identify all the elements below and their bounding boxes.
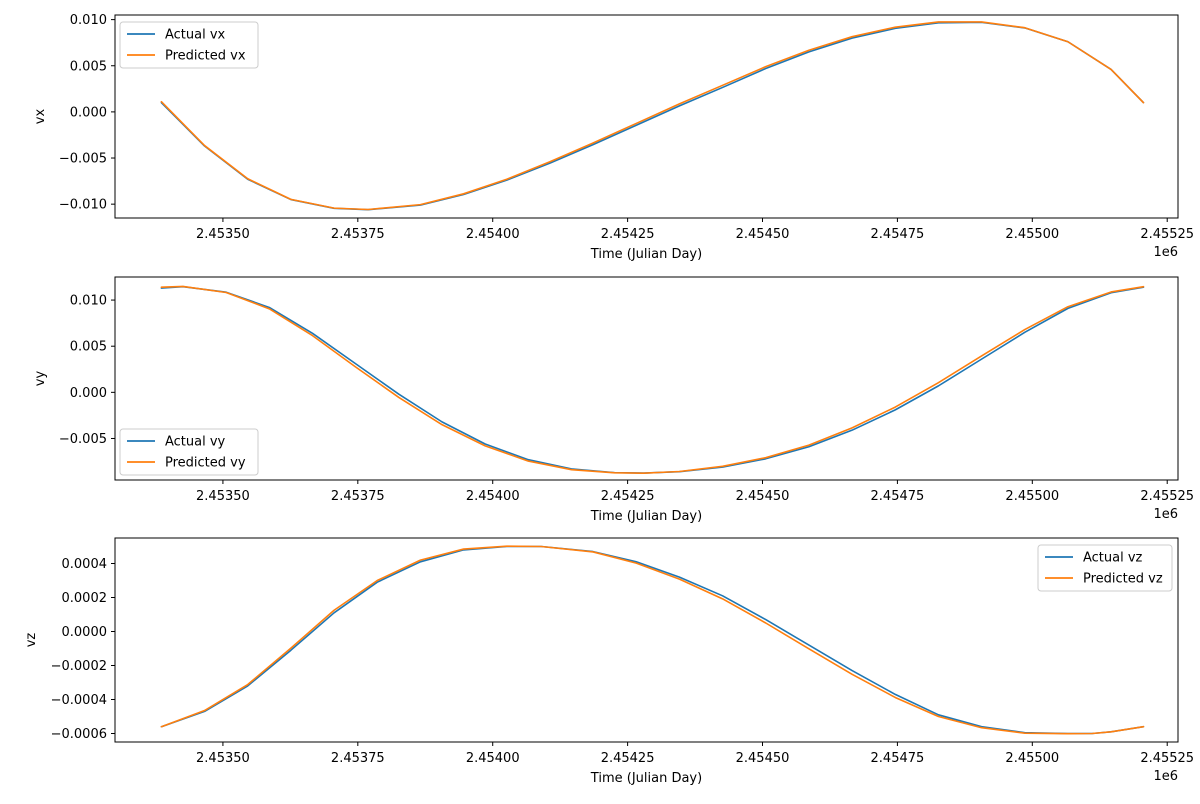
x-offset-label: 1e6 bbox=[1153, 769, 1178, 784]
x-tick-label: 2.45475 bbox=[871, 489, 925, 504]
y-tick-label: −0.0006 bbox=[51, 727, 107, 742]
x-tick-label: 2.45350 bbox=[196, 227, 250, 242]
axes-frame bbox=[114, 14, 1179, 219]
y-tick-label: 0.0002 bbox=[62, 591, 108, 606]
x-tick-label: 2.45450 bbox=[736, 751, 790, 766]
series-line-predicted-vx bbox=[160, 21, 1145, 211]
x-tick-label: 2.45525 bbox=[1140, 751, 1194, 766]
x-tick-label: 2.45525 bbox=[1140, 227, 1194, 242]
x-tick-label: 2.45425 bbox=[601, 227, 655, 242]
x-tick-label: 2.45500 bbox=[1005, 227, 1059, 242]
x-tick-label: 2.45425 bbox=[601, 751, 655, 766]
legend: Actual vz Predicted vz bbox=[1037, 544, 1173, 592]
legend-label: Actual vy bbox=[165, 435, 226, 450]
axes-frame bbox=[114, 276, 1179, 481]
series-line-predicted-vz bbox=[160, 545, 1145, 735]
subplot-vy: 2.45350 2.45375 2.45400 2.45425 2.45450 2.454… bbox=[33, 276, 1194, 524]
y-tick-label: −0.010 bbox=[59, 198, 107, 213]
y-tick-label: 0.000 bbox=[70, 105, 107, 120]
legend-label: Predicted vy bbox=[165, 456, 246, 471]
y-tick-label: 0.005 bbox=[70, 59, 107, 74]
legend-label: Actual vx bbox=[165, 28, 226, 43]
x-axis-label: Time (Julian Day) bbox=[590, 247, 702, 262]
x-tick-label: 2.45400 bbox=[466, 489, 520, 504]
x-axis-label: Time (Julian Day) bbox=[590, 509, 702, 524]
y-tick-label: 0.0004 bbox=[62, 557, 108, 572]
y-tick-label: 0.010 bbox=[70, 13, 107, 28]
x-tick-label: 2.45475 bbox=[871, 751, 925, 766]
x-tick-label: 2.45375 bbox=[331, 751, 385, 766]
x-tick-label: 2.45525 bbox=[1140, 489, 1194, 504]
legend-label: Predicted vz bbox=[1083, 572, 1163, 587]
x-axis-label: Time (Julian Day) bbox=[590, 771, 702, 786]
y-tick-label: 0.000 bbox=[70, 386, 107, 401]
axes-frame bbox=[114, 537, 1179, 743]
x-tick-label: 2.45400 bbox=[466, 751, 520, 766]
x-offset-label: 1e6 bbox=[1153, 507, 1178, 522]
x-tick-label: 2.45375 bbox=[331, 489, 385, 504]
legend: Actual vy Predicted vy bbox=[119, 428, 259, 476]
y-axis-label: vz bbox=[24, 633, 39, 648]
x-tick-label: 2.45475 bbox=[871, 227, 925, 242]
x-tick-label: 2.45450 bbox=[736, 489, 790, 504]
x-tick-label: 2.45350 bbox=[196, 489, 250, 504]
series-line-predicted-vy bbox=[160, 285, 1145, 474]
subplot-vz: 2.45350 2.45375 2.45400 2.45425 2.45450 2.454… bbox=[24, 537, 1194, 786]
x-tick-label: 2.45400 bbox=[466, 227, 520, 242]
y-tick-label: 0.0000 bbox=[62, 625, 108, 640]
y-tick-label: −0.005 bbox=[59, 432, 107, 447]
x-tick-label: 2.45500 bbox=[1005, 489, 1059, 504]
y-axis-label: vx bbox=[33, 109, 48, 125]
subplot-vx: 2.45350 2.45375 2.45400 2.45425 2.45450 2.454… bbox=[33, 13, 1194, 262]
legend-label: Predicted vx bbox=[165, 49, 246, 64]
x-tick-label: 2.45500 bbox=[1005, 751, 1059, 766]
x-tick-label: 2.45375 bbox=[331, 227, 385, 242]
legend-label: Actual vz bbox=[1083, 551, 1143, 566]
y-tick-label: 0.010 bbox=[70, 294, 107, 309]
x-tick-label: 2.45450 bbox=[736, 227, 790, 242]
x-tick-label: 2.45350 bbox=[196, 751, 250, 766]
legend: Actual vx Predicted vx bbox=[119, 21, 259, 69]
y-tick-label: 0.005 bbox=[70, 340, 107, 355]
y-tick-label: −0.0004 bbox=[51, 693, 107, 708]
y-tick-label: −0.0002 bbox=[51, 659, 107, 674]
y-axis-label: vy bbox=[33, 371, 48, 387]
y-tick-label: −0.005 bbox=[59, 152, 107, 167]
x-offset-label: 1e6 bbox=[1153, 245, 1178, 260]
x-tick-label: 2.45425 bbox=[601, 489, 655, 504]
